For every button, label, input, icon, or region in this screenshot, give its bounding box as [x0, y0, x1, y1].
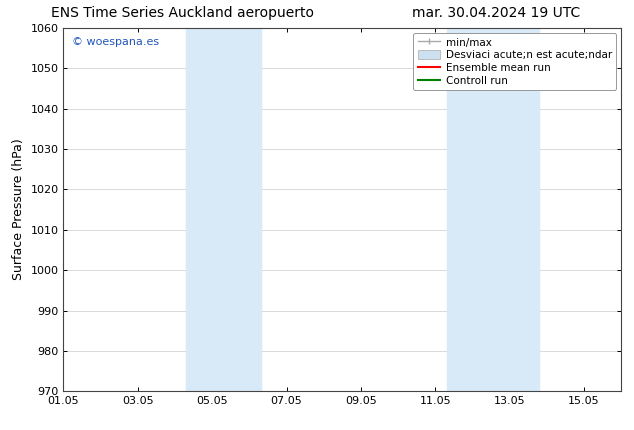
- Legend: min/max, Desviaci acute;n est acute;ndar, Ensemble mean run, Controll run: min/max, Desviaci acute;n est acute;ndar…: [413, 33, 616, 90]
- Text: mar. 30.04.2024 19 UTC: mar. 30.04.2024 19 UTC: [412, 6, 580, 21]
- Bar: [446, 28, 540, 391]
- Bar: [186, 28, 261, 391]
- Text: ENS Time Series Auckland aeropuerto: ENS Time Series Auckland aeropuerto: [51, 6, 314, 21]
- Text: © woespana.es: © woespana.es: [72, 37, 159, 47]
- Y-axis label: Surface Pressure (hPa): Surface Pressure (hPa): [12, 139, 25, 280]
